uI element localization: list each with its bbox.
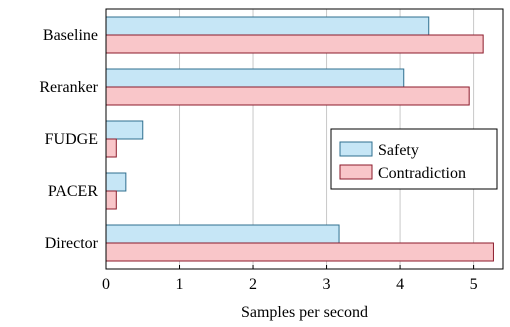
x-tick-label: 0 bbox=[102, 276, 110, 293]
bar-safety bbox=[106, 121, 143, 139]
category-label: FUDGE bbox=[45, 131, 98, 148]
category-label: Reranker bbox=[39, 79, 98, 96]
bar-contradiction bbox=[106, 243, 493, 261]
category-label: Director bbox=[45, 235, 99, 252]
bar-contradiction bbox=[106, 87, 469, 105]
bar-contradiction bbox=[106, 139, 116, 157]
bar-safety bbox=[106, 17, 429, 35]
bar-safety bbox=[106, 69, 404, 87]
bar-safety bbox=[106, 225, 339, 243]
category-label: PACER bbox=[48, 183, 98, 200]
x-axis-title: Samples per second bbox=[241, 304, 368, 321]
x-tick-label: 3 bbox=[323, 276, 331, 293]
x-tick-label: 5 bbox=[470, 276, 478, 293]
bar-contradiction bbox=[106, 35, 483, 53]
x-tick-label: 4 bbox=[396, 276, 404, 293]
legend-label-contradiction: Contradiction bbox=[378, 165, 466, 182]
x-tick-label: 2 bbox=[249, 276, 257, 293]
bar-safety bbox=[106, 173, 126, 191]
legend-label-safety: Safety bbox=[378, 142, 419, 159]
x-tick-label: 1 bbox=[176, 276, 184, 293]
legend: Safety Contradiction bbox=[331, 129, 497, 189]
legend-swatch-safety bbox=[340, 142, 372, 156]
category-label: Baseline bbox=[43, 27, 98, 44]
category-labels: Baseline Reranker FUDGE PACER Director bbox=[39, 27, 98, 252]
legend-swatch-contradiction bbox=[340, 165, 372, 179]
bar-contradiction bbox=[106, 191, 116, 209]
